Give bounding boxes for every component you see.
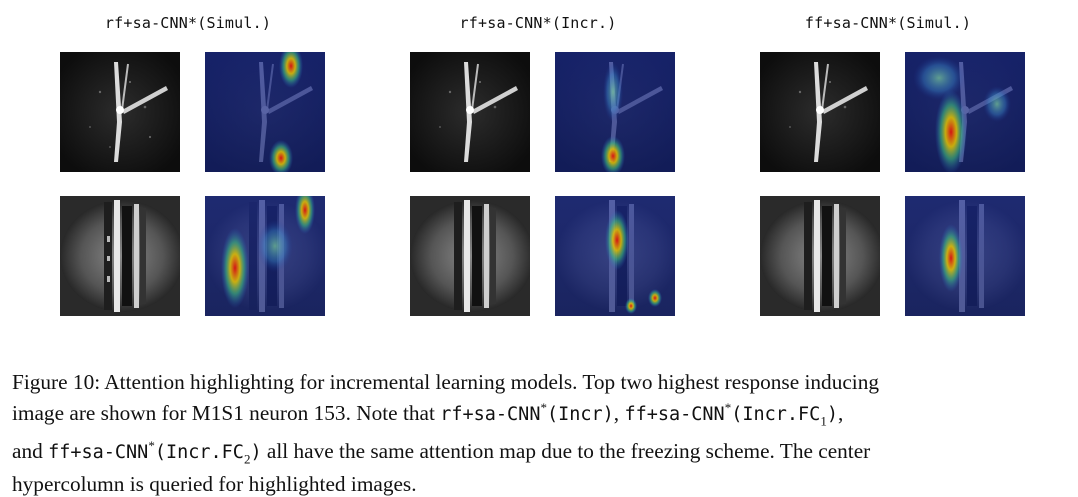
panel3-row1-attention [905, 52, 1025, 172]
panel-title-2: rf+sa-CNN*(Incr.) [459, 14, 617, 32]
caption-line-1: Figure 10: Attention highlighting for in… [12, 370, 880, 394]
panel1-row2-attention [205, 196, 325, 316]
panel2-row2-original [410, 196, 530, 316]
panel3-row2-original [760, 196, 880, 316]
caption-line-2: image are shown for M1S1 neuron 153. Not… [12, 400, 844, 429]
caption-line-4: hypercolumn is queried for highlighted i… [12, 471, 417, 496]
panel2-row1-original [410, 52, 530, 172]
figure-caption: Figure 10: Attention highlighting for in… [12, 370, 1072, 497]
panel-title-3: ff+sa-CNN*(Simul.) [804, 14, 972, 32]
panel1-row1-original [60, 52, 180, 172]
panel2-row2-attention [555, 196, 675, 316]
panel1-row2-original [60, 196, 180, 316]
panel3-row1-original [760, 52, 880, 172]
panel-title-1: rf+sa-CNN*(Simul.) [104, 14, 272, 32]
caption-line-3: and ff+sa-CNN*(Incr.FC2) all have the sa… [12, 438, 871, 467]
panel1-row1-attention [205, 52, 325, 172]
panel3-row2-attention [905, 196, 1025, 316]
panel2-row1-attention [555, 52, 675, 172]
